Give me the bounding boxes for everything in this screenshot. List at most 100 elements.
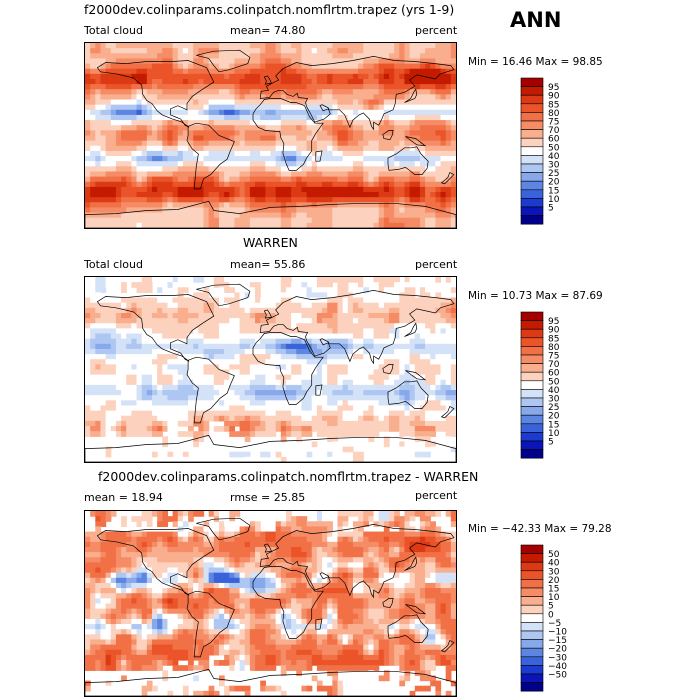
heatmap-cell xyxy=(435,73,442,80)
heatmap-cell xyxy=(85,415,91,422)
heatmap-cell xyxy=(327,287,333,294)
heatmap-cell xyxy=(322,431,328,437)
heatmap-cell xyxy=(239,328,246,335)
heatmap-cell xyxy=(378,197,385,203)
heatmap-cell xyxy=(419,364,426,371)
heatmap-cell xyxy=(234,292,241,299)
heatmap-cell xyxy=(285,207,292,214)
heatmap-cell xyxy=(193,307,199,314)
heatmap-cell xyxy=(445,104,452,111)
heatmap-cell xyxy=(172,171,179,178)
heatmap-cell xyxy=(409,511,416,517)
heatmap-cell xyxy=(203,63,210,70)
heatmap-cell xyxy=(435,207,442,214)
heatmap-cell xyxy=(141,302,148,309)
heatmap-cell xyxy=(218,333,225,340)
heatmap-cell xyxy=(244,348,251,355)
heatmap-cell xyxy=(399,202,406,209)
heatmap-cell xyxy=(306,431,313,437)
heatmap-cell xyxy=(218,297,225,304)
heatmap-cell xyxy=(177,333,184,340)
heatmap-cell xyxy=(368,436,375,443)
heatmap-cell xyxy=(327,145,333,152)
heatmap-cell xyxy=(327,222,333,228)
heatmap-cell xyxy=(311,181,318,188)
heatmap-cell xyxy=(229,328,236,335)
heatmap-cell xyxy=(440,307,447,314)
heatmap-cell xyxy=(255,333,261,340)
heatmap-cell xyxy=(352,318,359,324)
heatmap-cell xyxy=(404,384,411,391)
heatmap-cell xyxy=(285,359,292,365)
heatmap-cell xyxy=(85,150,91,157)
heatmap-cell xyxy=(255,161,261,167)
heatmap-cell xyxy=(435,348,442,355)
heatmap-cell xyxy=(352,343,359,350)
heatmap-cell xyxy=(218,348,225,355)
heatmap-cell xyxy=(188,68,194,75)
heatmap-cell xyxy=(213,140,220,147)
colorbar-box xyxy=(520,120,544,130)
heatmap-cell xyxy=(332,379,339,386)
heatmap-cell xyxy=(229,202,236,209)
heatmap-cell xyxy=(213,192,220,198)
heatmap-cell xyxy=(347,343,354,350)
heatmap-cell xyxy=(358,282,364,288)
heatmap-cell xyxy=(172,166,179,173)
heatmap-cell xyxy=(244,217,251,224)
heatmap-cell xyxy=(352,410,359,417)
heatmap-cell xyxy=(419,78,426,85)
heatmap-cell xyxy=(373,68,380,75)
heatmap-cell xyxy=(435,400,442,407)
heatmap-cell xyxy=(347,415,354,422)
heatmap-cell xyxy=(136,287,143,294)
heatmap-cell xyxy=(85,73,91,80)
heatmap-cell xyxy=(249,109,256,116)
heatmap-cell xyxy=(167,161,174,167)
heatmap-cell xyxy=(167,125,174,131)
heatmap-cell xyxy=(213,84,220,90)
heatmap-cell xyxy=(399,222,406,228)
heatmap-cell xyxy=(296,171,303,178)
heatmap-cell xyxy=(358,511,364,517)
heatmap-cell xyxy=(234,318,241,324)
heatmap-cell xyxy=(141,277,148,283)
heatmap-cell xyxy=(224,287,230,294)
heatmap-cell xyxy=(378,390,385,396)
heatmap-cell xyxy=(167,145,174,152)
heatmap-cell xyxy=(167,171,174,178)
heatmap-cell xyxy=(306,99,313,106)
heatmap-cell xyxy=(450,63,456,70)
heatmap-cell xyxy=(110,395,117,401)
heatmap-cell xyxy=(249,323,256,329)
heatmap-cell xyxy=(141,287,148,294)
panel3-mean: mean = 18.94 xyxy=(84,491,163,504)
heatmap-cell xyxy=(373,181,380,188)
heatmap-cell xyxy=(203,420,210,427)
heatmap-cell xyxy=(445,441,452,448)
heatmap-cell xyxy=(131,104,138,111)
heatmap-cell xyxy=(239,166,246,173)
heatmap-cell xyxy=(352,89,359,95)
heatmap-cell xyxy=(358,104,364,111)
heatmap-cell xyxy=(177,171,184,178)
heatmap-cell xyxy=(327,277,333,283)
heatmap-cell xyxy=(162,312,169,319)
heatmap-cell xyxy=(162,176,169,183)
heatmap-cell xyxy=(347,150,354,157)
heatmap-cell xyxy=(95,405,102,412)
heatmap-cell xyxy=(399,348,406,355)
heatmap-cell xyxy=(347,323,354,329)
heatmap-cell xyxy=(275,364,282,371)
coastline-borneo xyxy=(382,130,394,140)
heatmap-cell xyxy=(301,420,308,427)
heatmap-cell xyxy=(234,400,241,407)
heatmap-cell xyxy=(306,68,313,75)
heatmap-cell xyxy=(255,410,261,417)
heatmap-cell xyxy=(255,53,261,60)
heatmap-cell xyxy=(358,364,364,371)
heatmap-cell xyxy=(342,43,349,49)
heatmap-cell xyxy=(296,338,303,345)
heatmap-cell xyxy=(373,150,380,157)
heatmap-cell xyxy=(322,94,328,101)
